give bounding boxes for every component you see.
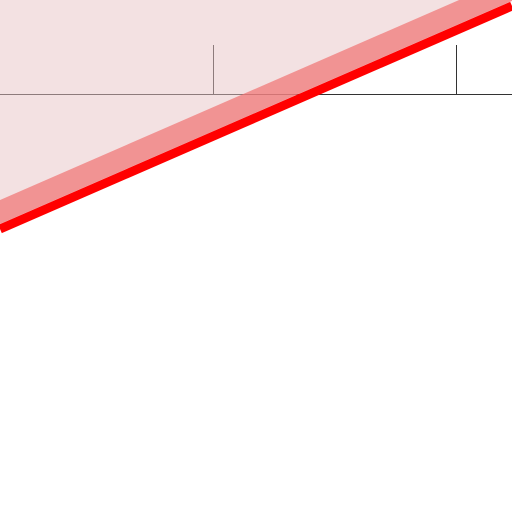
band bbox=[0, 0, 512, 224]
red-line bbox=[0, 1, 512, 234]
